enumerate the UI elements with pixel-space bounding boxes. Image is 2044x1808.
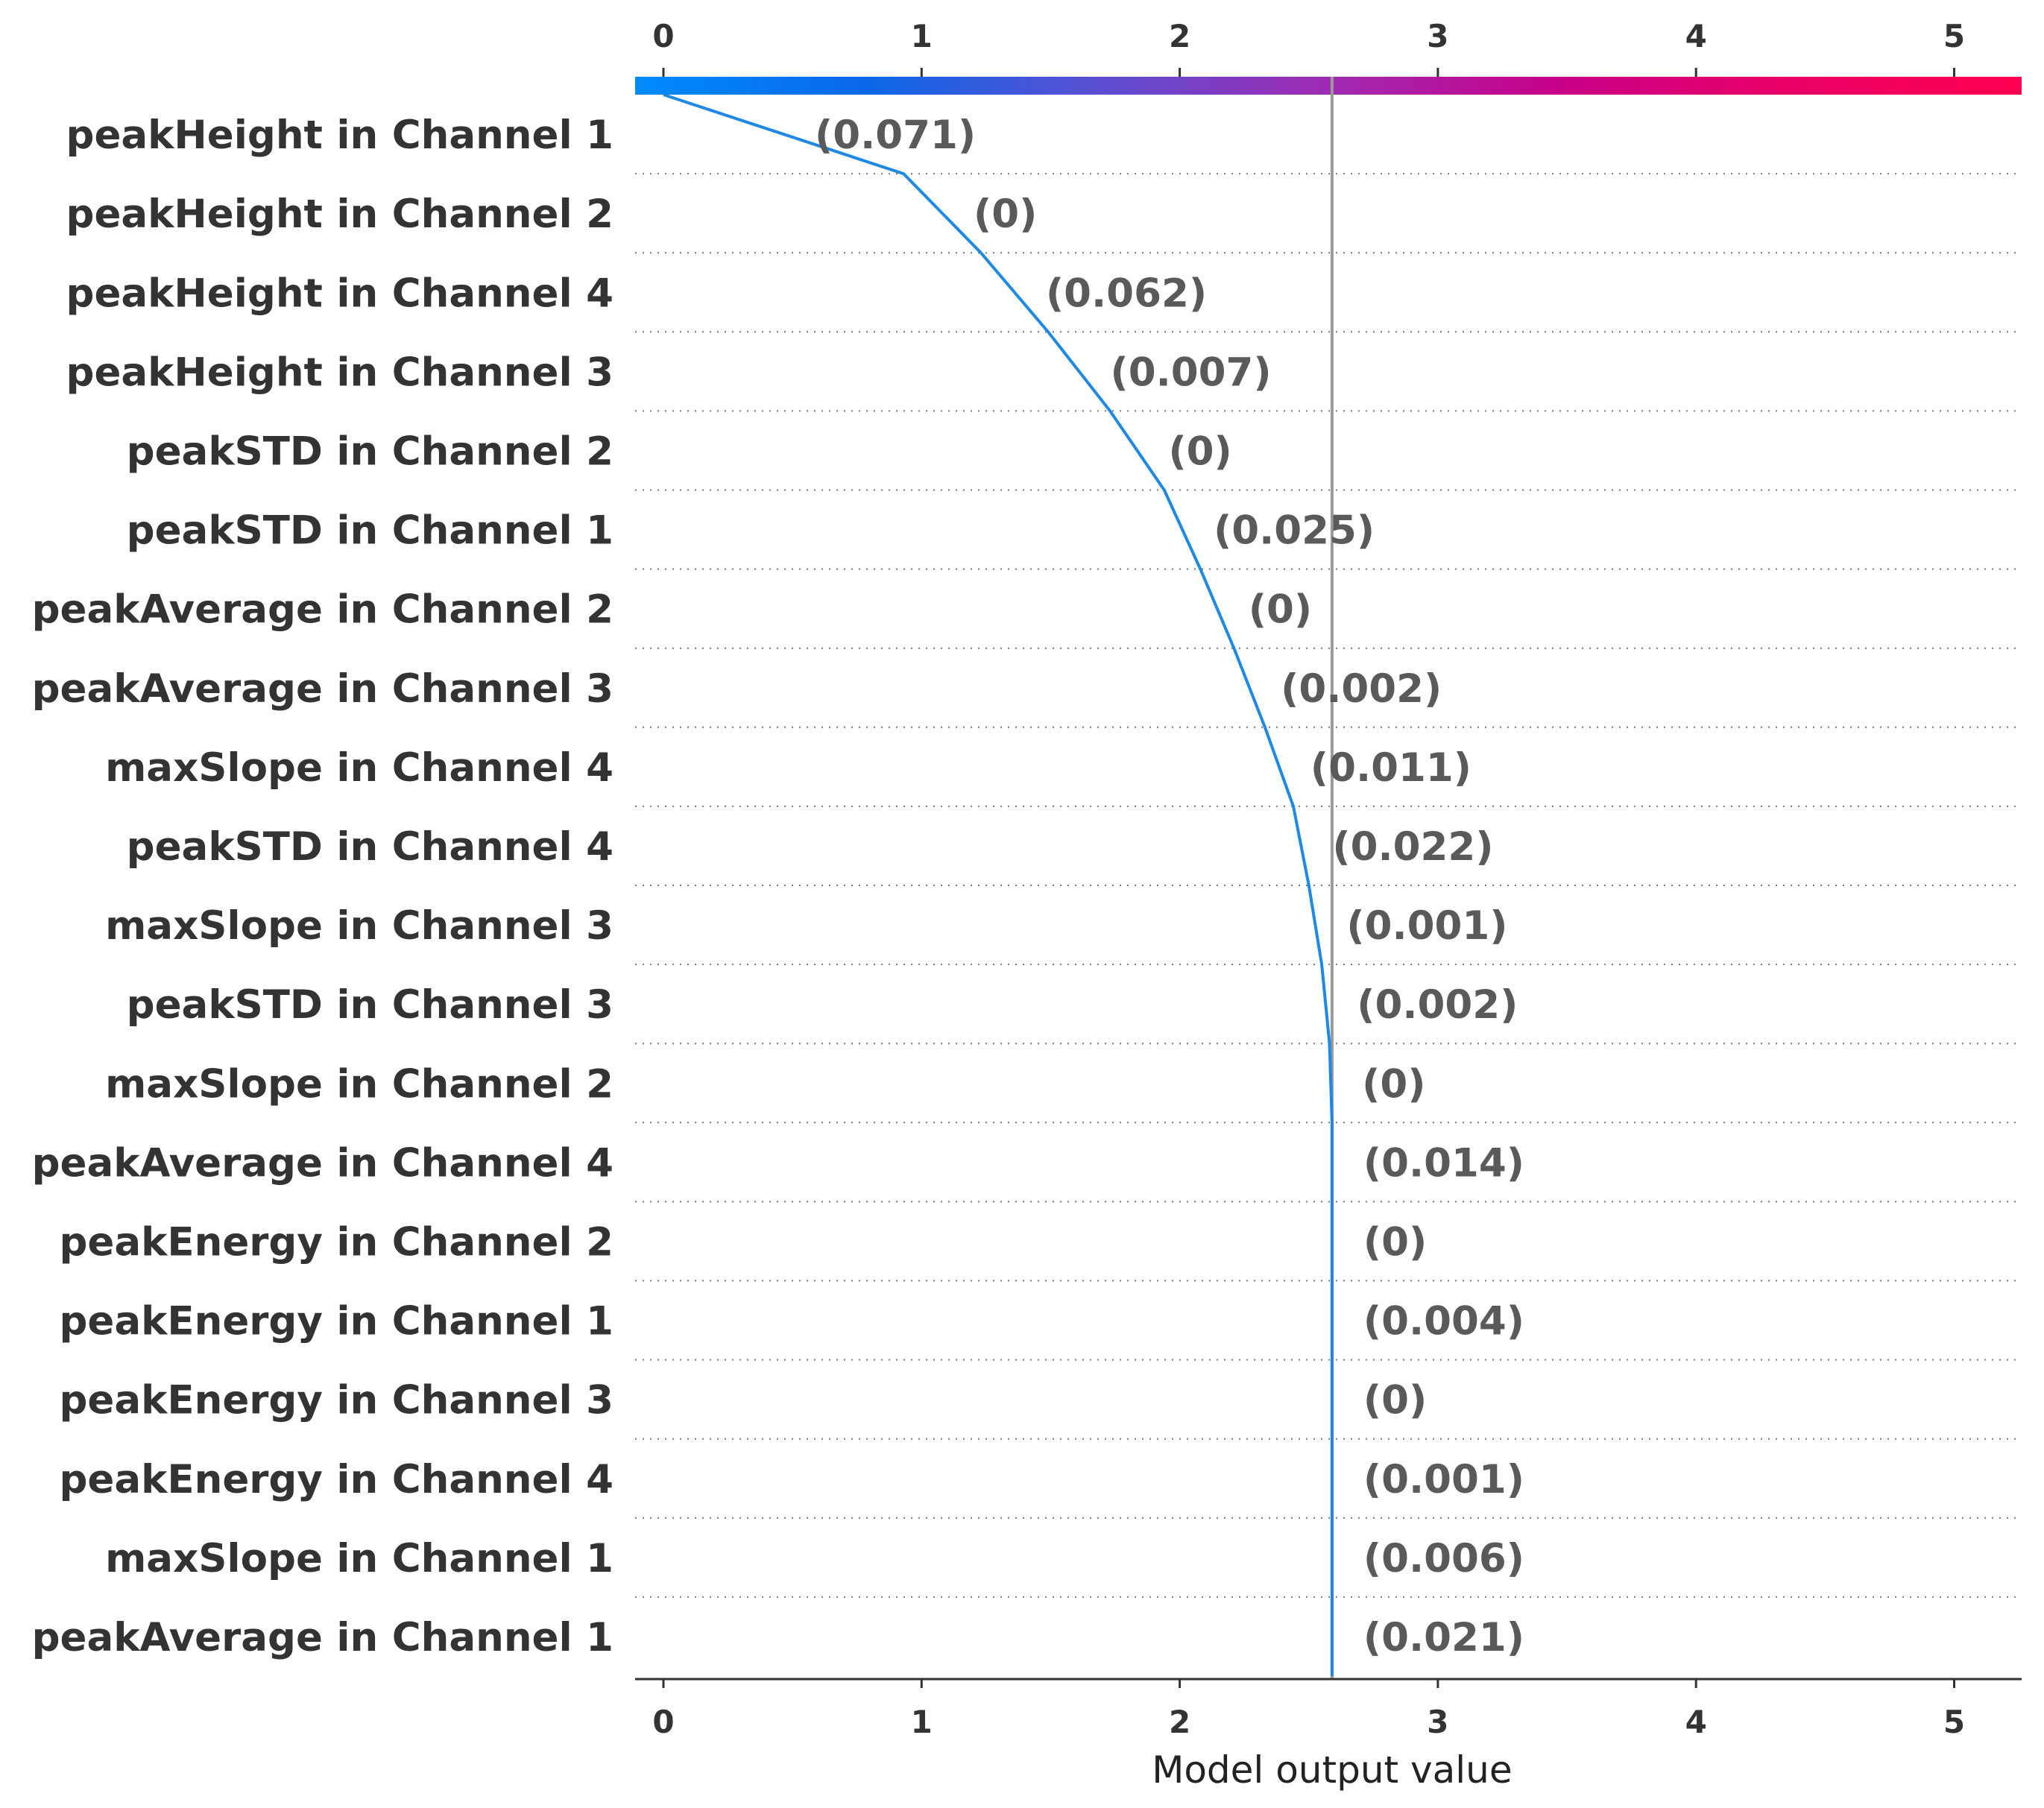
feature-value-label: (0.002) bbox=[1281, 666, 1442, 712]
row-gridlines bbox=[635, 173, 2022, 1598]
feature-label: peakEnergy in Channel 4 bbox=[59, 1457, 613, 1502]
x-axis-title: Model output value bbox=[1152, 1748, 1512, 1792]
feature-value-label: (0.025) bbox=[1214, 508, 1375, 554]
feature-label: peakEnergy in Channel 1 bbox=[59, 1299, 613, 1344]
feature-value-labels: (0.071)(0)(0.062)(0.007)(0)(0.025)(0)(0.… bbox=[815, 113, 1524, 1660]
feature-value-label: (0) bbox=[1363, 1219, 1427, 1265]
feature-label: peakAverage in Channel 1 bbox=[32, 1615, 613, 1660]
colorbar bbox=[635, 77, 2022, 95]
feature-label: maxSlope in Channel 3 bbox=[105, 903, 613, 949]
x-tick-label-bottom: 2 bbox=[1169, 1704, 1190, 1740]
feature-label: peakHeight in Channel 3 bbox=[66, 350, 613, 395]
feature-value-label: (0.014) bbox=[1363, 1140, 1524, 1186]
feature-value-label: (0.001) bbox=[1363, 1457, 1524, 1502]
decision-path-line bbox=[663, 93, 1334, 1676]
feature-label: peakSTD in Channel 1 bbox=[127, 508, 613, 554]
feature-value-label: (0.001) bbox=[1346, 903, 1507, 949]
feature-value-label: (0.006) bbox=[1363, 1536, 1524, 1581]
x-tick-label-bottom: 3 bbox=[1427, 1704, 1448, 1740]
x-tick-label-top: 5 bbox=[1943, 18, 1965, 54]
x-tick-label-top: 0 bbox=[652, 18, 674, 54]
x-tick-label-bottom: 5 bbox=[1943, 1704, 1965, 1740]
feature-label: peakHeight in Channel 1 bbox=[66, 113, 613, 158]
feature-label: peakEnergy in Channel 3 bbox=[59, 1378, 613, 1423]
feature-label: peakHeight in Channel 2 bbox=[66, 192, 613, 237]
feature-value-label: (0.002) bbox=[1357, 982, 1518, 1028]
feature-value-label: (0.004) bbox=[1363, 1299, 1524, 1344]
x-tick-label-bottom: 0 bbox=[652, 1704, 674, 1740]
feature-value-label: (0) bbox=[1249, 587, 1312, 633]
x-tick-label-top: 3 bbox=[1427, 18, 1448, 54]
feature-label: peakSTD in Channel 2 bbox=[127, 429, 613, 474]
feature-label: peakSTD in Channel 3 bbox=[127, 982, 613, 1028]
feature-value-label: (0) bbox=[1362, 1061, 1425, 1107]
feature-value-label: (0.011) bbox=[1310, 745, 1472, 791]
feature-labels: peakHeight in Channel 1 peakHeight in Cha… bbox=[32, 113, 613, 1660]
x-tick-label-top: 1 bbox=[911, 18, 933, 54]
x-tick-label-bottom: 4 bbox=[1685, 1704, 1707, 1740]
feature-label: peakAverage in Channel 4 bbox=[32, 1140, 613, 1186]
feature-value-label: (0.062) bbox=[1046, 271, 1207, 316]
feature-label: maxSlope in Channel 1 bbox=[105, 1536, 613, 1581]
feature-value-label: (0) bbox=[1363, 1378, 1427, 1423]
x-tick-label-top: 4 bbox=[1685, 18, 1707, 54]
x-axis-ticks: 0 0 1 1 2 2 3 3 4 4 5 5 bbox=[652, 18, 1965, 1740]
feature-label: peakAverage in Channel 3 bbox=[32, 666, 613, 712]
feature-label: peakHeight in Channel 4 bbox=[66, 271, 613, 316]
feature-value-label: (0.021) bbox=[1363, 1615, 1524, 1660]
feature-label: peakAverage in Channel 2 bbox=[32, 587, 613, 633]
feature-label: peakEnergy in Channel 2 bbox=[59, 1219, 613, 1265]
feature-value-label: (0.071) bbox=[815, 113, 976, 158]
feature-value-label: (0.022) bbox=[1332, 824, 1493, 870]
x-tick-label-bottom: 1 bbox=[911, 1704, 933, 1740]
feature-label: maxSlope in Channel 4 bbox=[105, 745, 613, 791]
feature-value-label: (0) bbox=[1168, 429, 1231, 474]
feature-label: peakSTD in Channel 4 bbox=[127, 824, 613, 870]
x-tick-label-top: 2 bbox=[1169, 18, 1190, 54]
feature-value-label: (0) bbox=[974, 192, 1037, 237]
feature-label: maxSlope in Channel 2 bbox=[105, 1061, 613, 1107]
feature-value-label: (0.007) bbox=[1111, 350, 1272, 395]
